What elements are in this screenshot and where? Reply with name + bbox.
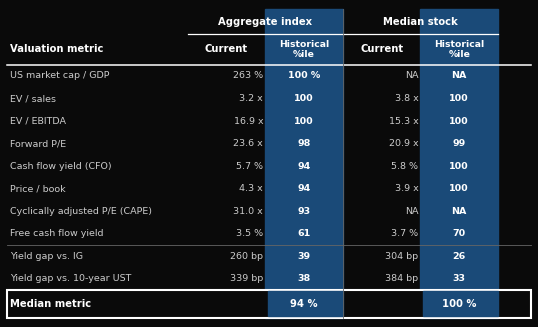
Text: EV / sales: EV / sales <box>10 94 56 103</box>
Text: US market cap / GDP: US market cap / GDP <box>10 72 109 80</box>
Text: 3.2 x: 3.2 x <box>239 94 263 103</box>
Text: 20.9 x: 20.9 x <box>388 139 418 148</box>
Text: Median metric: Median metric <box>10 299 91 309</box>
Text: 100: 100 <box>449 94 469 103</box>
Text: Yield gap vs. 10-year UST: Yield gap vs. 10-year UST <box>10 274 131 283</box>
Text: 39: 39 <box>298 252 310 261</box>
Text: 15.3 x: 15.3 x <box>388 116 418 126</box>
Text: 61: 61 <box>298 229 311 238</box>
Text: 4.3 x: 4.3 x <box>239 184 263 193</box>
Text: Cyclically adjusted P/E (CAPE): Cyclically adjusted P/E (CAPE) <box>10 207 152 216</box>
Text: 31.0 x: 31.0 x <box>233 207 263 216</box>
Text: 99: 99 <box>452 139 466 148</box>
Text: 38: 38 <box>298 274 311 283</box>
Text: 3.5 %: 3.5 % <box>236 229 263 238</box>
Text: 3.9 x: 3.9 x <box>394 184 418 193</box>
Text: Aggregate index: Aggregate index <box>218 16 313 26</box>
Bar <box>268 291 343 316</box>
Text: 94: 94 <box>298 162 311 171</box>
Text: 100: 100 <box>294 94 314 103</box>
Text: Median stock: Median stock <box>383 16 458 26</box>
Text: 33: 33 <box>452 274 466 283</box>
Text: 5.7 %: 5.7 % <box>236 162 263 171</box>
Text: 100 %: 100 % <box>288 72 320 80</box>
Text: EV / EBITDA: EV / EBITDA <box>10 116 66 126</box>
Text: 5.8 %: 5.8 % <box>391 162 418 171</box>
Text: 70: 70 <box>452 229 466 238</box>
Text: 3.8 x: 3.8 x <box>394 94 418 103</box>
Text: NA: NA <box>405 207 418 216</box>
Text: 100: 100 <box>294 116 314 126</box>
Text: Free cash flow yield: Free cash flow yield <box>10 229 103 238</box>
Text: 100: 100 <box>449 162 469 171</box>
Text: NA: NA <box>451 207 467 216</box>
Text: 100 %: 100 % <box>442 299 477 309</box>
Text: 26: 26 <box>452 252 466 261</box>
Text: 3.7 %: 3.7 % <box>391 229 418 238</box>
Text: 94: 94 <box>298 184 311 193</box>
Text: Yield gap vs. IG: Yield gap vs. IG <box>10 252 83 261</box>
Text: NA: NA <box>405 72 418 80</box>
Text: NA: NA <box>451 72 467 80</box>
Text: Price / book: Price / book <box>10 184 65 193</box>
Text: 263 %: 263 % <box>233 72 263 80</box>
Text: 98: 98 <box>298 139 311 148</box>
Text: Valuation metric: Valuation metric <box>10 44 103 54</box>
Text: 16.9 x: 16.9 x <box>233 116 263 126</box>
Bar <box>7 290 531 318</box>
Text: 100: 100 <box>449 184 469 193</box>
Text: 94 %: 94 % <box>291 299 318 309</box>
Text: 93: 93 <box>298 207 310 216</box>
Text: 339 bp: 339 bp <box>230 274 263 283</box>
Text: 304 bp: 304 bp <box>385 252 418 261</box>
Text: Current: Current <box>360 44 403 54</box>
Text: 260 bp: 260 bp <box>230 252 263 261</box>
Text: 384 bp: 384 bp <box>385 274 418 283</box>
Bar <box>423 291 498 316</box>
Text: 23.6 x: 23.6 x <box>233 139 263 148</box>
Text: Historical
%ile: Historical %ile <box>279 40 329 59</box>
Text: Cash flow yield (CFO): Cash flow yield (CFO) <box>10 162 111 171</box>
Text: Forward P/E: Forward P/E <box>10 139 66 148</box>
Text: Current: Current <box>205 44 248 54</box>
Text: Historical
%ile: Historical %ile <box>434 40 484 59</box>
Text: 100: 100 <box>449 116 469 126</box>
